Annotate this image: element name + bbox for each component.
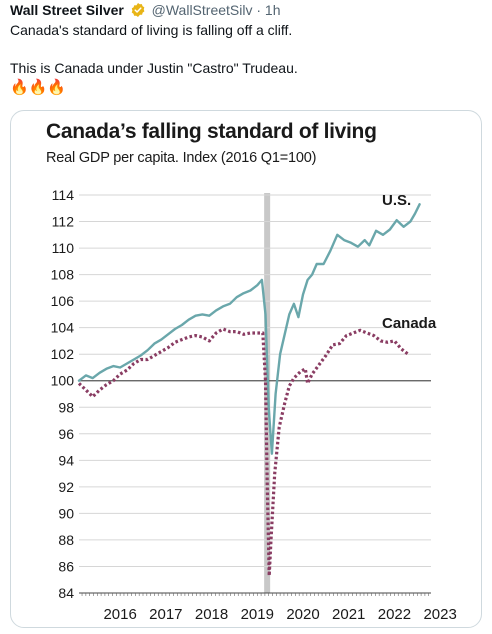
x-tick-label: 2018	[195, 606, 228, 623]
y-tick-label: 104	[51, 320, 75, 336]
y-tick-label: 94	[58, 452, 74, 468]
y-tick-label: 90	[58, 505, 74, 521]
x-tick-label: 2023	[423, 606, 456, 623]
y-tick-label: 84	[58, 585, 74, 601]
y-tick-label: 88	[58, 532, 74, 548]
y-tick-label: 92	[58, 479, 74, 495]
series-label-us: U.S.	[382, 192, 411, 209]
x-tick-label: 2022	[378, 606, 411, 623]
x-tick-label: 2020	[286, 606, 319, 623]
x-tick-label: 2016	[103, 606, 136, 623]
y-tick-label: 96	[58, 426, 74, 442]
y-tick-label: 100	[51, 373, 75, 389]
y-tick-label: 110	[52, 240, 75, 256]
y-tick-label: 106	[51, 293, 75, 309]
y-tick-label: 108	[51, 267, 75, 283]
series-line-canada	[79, 329, 408, 576]
y-tick-label: 112	[52, 214, 75, 230]
y-tick-label: 86	[58, 558, 74, 574]
y-tick-label: 114	[52, 187, 75, 203]
series-label-canada: Canada	[382, 315, 437, 332]
y-tick-label: 98	[58, 399, 74, 415]
x-tick-label: 2017	[149, 606, 182, 623]
x-tick-label: 2021	[332, 606, 365, 623]
x-tick-label: 2019	[241, 606, 274, 623]
y-tick-label: 102	[51, 346, 75, 362]
series-line-us	[79, 204, 420, 453]
